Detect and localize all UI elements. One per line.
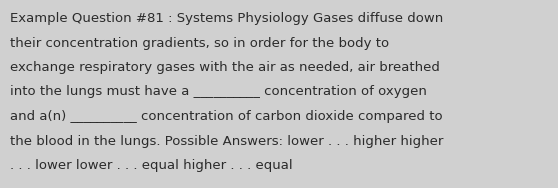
- Text: . . . lower lower . . . equal higher . . . equal: . . . lower lower . . . equal higher . .…: [10, 159, 292, 172]
- Text: their concentration gradients, so in order for the body to: their concentration gradients, so in ord…: [10, 36, 389, 49]
- Text: into the lungs must have a __________ concentration of oxygen: into the lungs must have a __________ co…: [10, 86, 427, 99]
- Text: the blood in the lungs. Possible Answers: lower . . . higher higher: the blood in the lungs. Possible Answers…: [10, 134, 444, 148]
- Text: exchange respiratory gases with the air as needed, air breathed: exchange respiratory gases with the air …: [10, 61, 440, 74]
- Text: Example Question #81 : Systems Physiology Gases diffuse down: Example Question #81 : Systems Physiolog…: [10, 12, 443, 25]
- Text: and a(n) __________ concentration of carbon dioxide compared to: and a(n) __________ concentration of car…: [10, 110, 442, 123]
